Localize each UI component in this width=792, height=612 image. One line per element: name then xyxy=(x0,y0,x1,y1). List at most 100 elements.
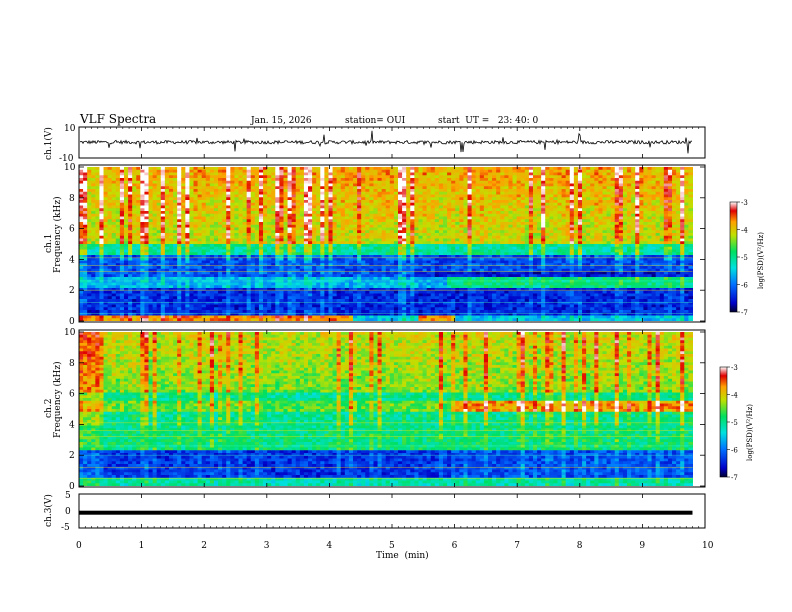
spectrogram-cell xyxy=(357,186,362,190)
spectrogram-cell xyxy=(353,304,358,308)
spectrogram-cell xyxy=(115,290,121,295)
spectrogram-cell xyxy=(160,172,166,176)
spectrogram-cell xyxy=(95,282,101,286)
spectrogram-cell xyxy=(438,249,444,253)
spectrogram-cell xyxy=(381,288,387,292)
spectrogram-cell xyxy=(246,235,252,240)
spectrogram-cell xyxy=(406,233,411,237)
spectrogram-cell xyxy=(414,279,420,284)
spectrogram-cell xyxy=(173,200,178,204)
spectrogram-cell xyxy=(336,219,342,223)
spectrogram-cell xyxy=(254,304,260,308)
spectrogram-cell xyxy=(201,172,207,176)
spectrogram-cell xyxy=(189,318,195,321)
spectrogram-cell xyxy=(438,271,444,275)
spectrogram-cell xyxy=(303,277,309,281)
spectrogram-cell xyxy=(320,183,325,187)
spectrogram-cell xyxy=(250,244,256,248)
spectrogram-cell xyxy=(381,244,387,248)
spectrogram-cell xyxy=(119,202,125,207)
spectrogram-cell xyxy=(283,183,289,187)
spectrogram-cell xyxy=(279,266,285,270)
spectrogram-cell xyxy=(369,315,375,319)
spectrogram-cell xyxy=(128,194,133,198)
spectrogram-cell xyxy=(430,252,436,256)
spectrogram-cell xyxy=(332,299,338,303)
spectrogram-cell xyxy=(406,312,411,317)
spectrogram-cell xyxy=(279,172,285,176)
spectrogram-cell xyxy=(258,315,264,319)
spectrogram-cell xyxy=(254,186,260,190)
spectrogram-cell xyxy=(398,205,403,209)
spectrogram-cell xyxy=(267,175,272,179)
spectrogram-cell xyxy=(156,307,162,311)
spectrogram-cell xyxy=(181,222,186,226)
spectrogram-cell xyxy=(160,318,166,321)
spectrogram-cell xyxy=(148,255,154,259)
spectrogram-cell xyxy=(111,274,117,278)
spectrogram-cell xyxy=(353,312,358,317)
spectrogram-cell xyxy=(209,249,215,253)
spectrogram-cell xyxy=(152,246,158,251)
spectrogram-cell xyxy=(136,194,141,198)
spectrogram-cell xyxy=(209,288,215,292)
spectrogram-cell xyxy=(177,315,182,319)
spectrogram-cell xyxy=(193,244,199,248)
spectrogram-cell xyxy=(430,219,436,223)
spectrogram-cell xyxy=(140,282,146,286)
spectrogram-cell xyxy=(238,205,244,209)
spectrogram-cell xyxy=(418,208,424,212)
spectrogram-cell xyxy=(79,301,84,306)
spectrogram-cell xyxy=(344,288,350,292)
spectrogram-cell xyxy=(205,318,211,321)
spectrogram-cell xyxy=(197,249,203,253)
spectrogram-cell xyxy=(312,318,317,321)
spectrogram-cell xyxy=(205,227,211,231)
spectrogram-cell xyxy=(87,205,92,209)
spectrogram-cell xyxy=(312,293,317,297)
spectrogram-cell xyxy=(107,178,113,182)
spectrogram-cell xyxy=(246,180,252,185)
spectrogram-cell xyxy=(119,208,125,212)
spectrogram-cell xyxy=(361,290,366,295)
spectrogram-cell xyxy=(263,213,268,218)
spectrogram-cell xyxy=(348,167,354,171)
spectrogram-cell xyxy=(373,194,379,198)
spectrogram-cell xyxy=(263,310,268,314)
spectrogram-cell xyxy=(361,257,366,262)
spectrogram-cell xyxy=(197,227,203,231)
spectrogram-cell xyxy=(226,310,231,314)
spectrogram-cell xyxy=(218,208,223,212)
spectrogram-cell xyxy=(361,169,366,174)
spectrogram-cell xyxy=(398,216,403,220)
spectrogram-cell xyxy=(91,224,96,229)
spectrogram-cell xyxy=(283,288,289,292)
spectrogram-cell xyxy=(99,299,105,303)
spectrogram-cell xyxy=(324,169,330,174)
spectrogram-cell xyxy=(426,200,432,204)
spectrogram-cell xyxy=(254,260,260,264)
spectrogram-cell xyxy=(332,224,338,229)
spectrogram-cell xyxy=(385,235,391,240)
spectrogram-cell xyxy=(234,312,240,317)
spectrogram-cell xyxy=(250,257,256,262)
spectrogram-cell xyxy=(189,202,195,207)
spectrogram-cell xyxy=(385,274,391,278)
spectrogram-cell xyxy=(238,180,244,185)
spectrogram-cell xyxy=(111,172,117,176)
spectrogram-cell xyxy=(283,290,289,295)
spectrogram-cell xyxy=(398,180,403,185)
spectrogram-cell xyxy=(353,285,358,289)
spectrogram-cell xyxy=(320,271,325,275)
spectrogram-cell xyxy=(132,233,137,237)
spectrogram-cell xyxy=(344,307,350,311)
spectrogram-cell xyxy=(357,178,362,182)
spectrogram-cell xyxy=(246,260,252,264)
spectrogram-cell xyxy=(271,244,276,248)
spectrogram-cell xyxy=(152,202,158,207)
spectrogram-cell xyxy=(287,222,293,226)
spectrogram-cell xyxy=(148,301,154,306)
spectrogram-cell xyxy=(238,274,244,278)
spectrogram-cell xyxy=(136,235,141,240)
spectrogram-cell xyxy=(320,307,325,311)
